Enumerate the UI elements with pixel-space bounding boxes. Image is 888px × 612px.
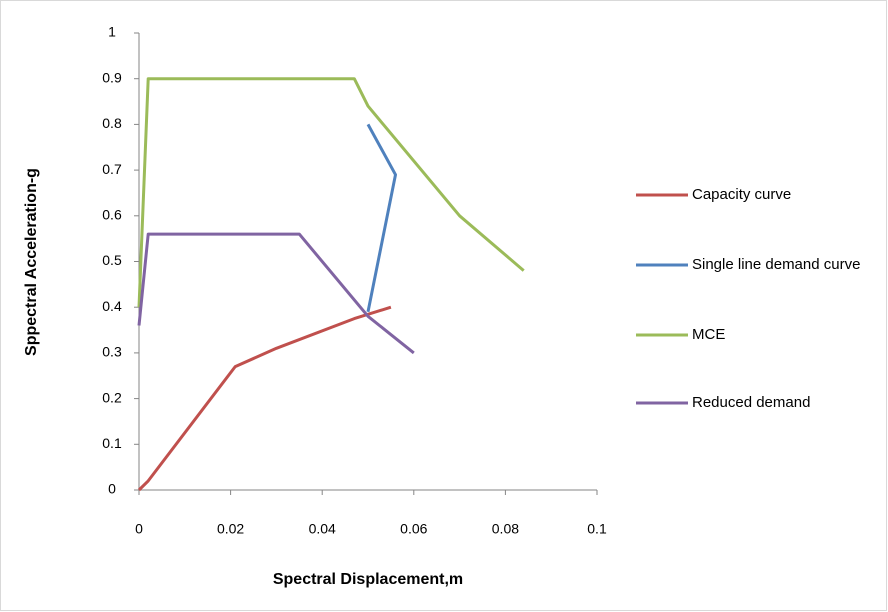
y-tick-label: 0.9: [102, 69, 122, 85]
y-tick-label: 0.6: [102, 207, 122, 223]
series-line: [137, 232, 415, 355]
x-tick-label: 0: [135, 521, 143, 537]
legend-label: Capacity curve: [692, 186, 792, 203]
series-line: [137, 305, 392, 492]
series-line: [366, 123, 397, 313]
legend-label: Single line demand curve: [692, 256, 861, 273]
y-tick-label: 0.2: [102, 389, 122, 405]
y-tick-label: 0.3: [102, 344, 122, 360]
legend-label: Reduced demand: [692, 394, 811, 411]
y-tick-label: 1: [108, 24, 116, 40]
x-tick-label: 0.04: [309, 521, 336, 537]
y-tick-label: 0.7: [102, 161, 122, 177]
x-tick-label: 0.06: [400, 521, 427, 537]
y-tick-label: 0.4: [102, 298, 122, 314]
y-tick-label: 0.8: [102, 115, 122, 131]
x-tick-label: 0.1: [587, 521, 607, 537]
y-tick-label: 0: [108, 481, 116, 497]
y-tick-label: 0.1: [102, 435, 122, 451]
x-axis-title: Spectral Displacement,m: [273, 571, 463, 588]
y-tick-label: 0.5: [102, 252, 122, 268]
y-axis-title: Sppectral Acceleration-g: [23, 168, 40, 356]
x-tick-label: 0.08: [492, 521, 519, 537]
series-line: [137, 77, 525, 308]
x-tick-label: 0.02: [217, 521, 244, 537]
legend-label: MCE: [692, 326, 726, 343]
